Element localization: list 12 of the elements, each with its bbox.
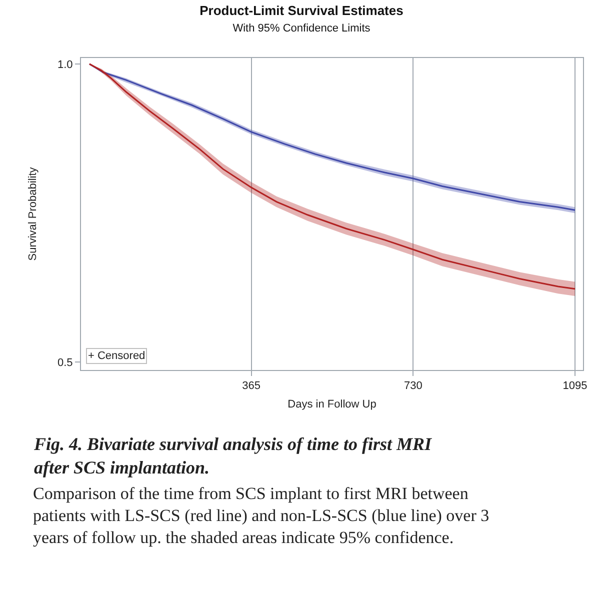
- chart-title: Product-Limit Survival Estimates: [200, 2, 404, 18]
- x-axis-title: Days in Follow Up: [288, 398, 376, 410]
- chart-subtitle: With 95% Confidence Limits: [232, 22, 371, 35]
- text: Comparison of the time from SCS implant to first MRI between patients with LS-SCS (red line) and non-LS-SCS (blue line) over 3 years of follow up. the shaded areas indicate 95% confidence.: [33, 484, 490, 548]
- annotation: + Censored: [88, 350, 146, 362]
- caption: Fig. 4. Bivariate survival analysis of time to first MRI after SCS implantation.: [33, 434, 433, 478]
- x-tick-label: 1095: [562, 380, 588, 392]
- x-tick-label: 365: [242, 380, 260, 392]
- y-tick-label: 1.0: [58, 58, 73, 71]
- y-tick-label: 0.5: [58, 357, 73, 370]
- x-tick-label: 730: [404, 380, 422, 392]
- y-axis-title: Survival Probability: [27, 166, 40, 261]
